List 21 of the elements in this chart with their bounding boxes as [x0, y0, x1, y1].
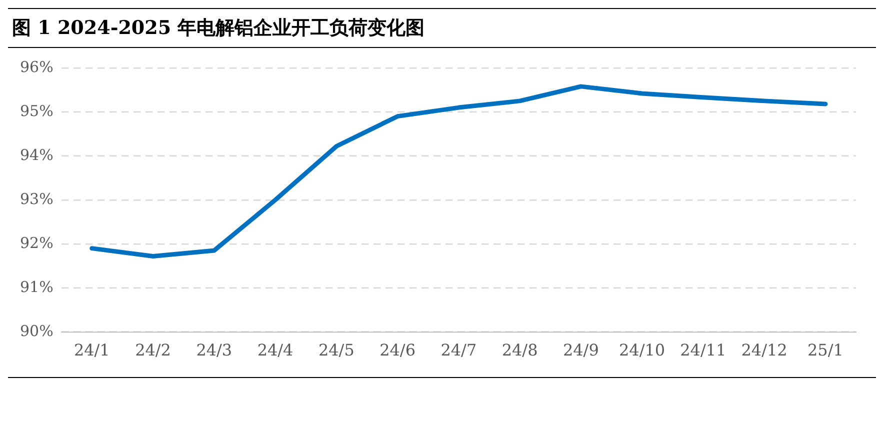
y-tick-label: 95%	[20, 102, 54, 120]
x-tick-label: 24/1	[74, 340, 110, 360]
x-tick-label: 24/8	[502, 340, 538, 360]
x-tick-label: 24/11	[680, 340, 726, 360]
y-tick-label: 91%	[20, 278, 54, 296]
y-tick-label: 93%	[20, 190, 54, 208]
x-tick-label: 24/3	[196, 340, 232, 360]
x-tick-label: 24/12	[741, 340, 788, 360]
x-tick-label: 24/6	[380, 340, 416, 360]
y-tick-label: 90%	[20, 322, 54, 340]
x-tick-label: 25/1	[807, 340, 844, 360]
chart-title: 图 1 2024-2025 年电解铝企业开工负荷变化图	[8, 8, 876, 48]
x-tick-label: 24/5	[318, 340, 354, 360]
x-tick-label: 24/2	[135, 340, 171, 360]
x-tick-label: 24/9	[562, 340, 599, 360]
y-tick-label: 94%	[20, 146, 54, 164]
y-tick-label: 96%	[20, 58, 54, 76]
x-tick-label: 24/4	[257, 340, 294, 360]
x-tick-label: 24/10	[619, 340, 666, 360]
y-tick-label: 92%	[20, 234, 54, 252]
x-tick-label: 24/7	[440, 340, 477, 360]
